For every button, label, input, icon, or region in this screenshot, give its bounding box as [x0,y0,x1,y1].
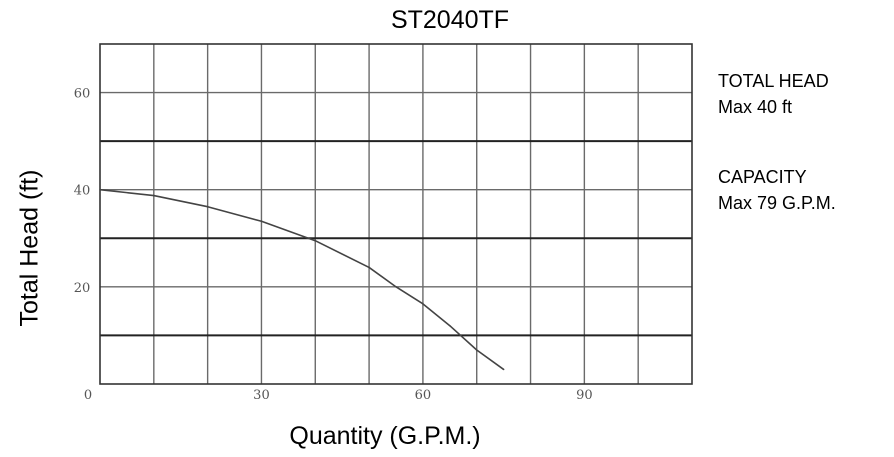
y-tick-label: 20 [74,281,91,296]
plot-frame [99,43,693,385]
capacity-value: Max 79 G.P.M. [718,193,836,213]
x-tick-label: 0 [84,388,92,403]
x-axis-label: Quantity (G.P.M.) [289,422,481,450]
x-tick-label: 30 [253,388,270,403]
data-point [422,303,424,305]
data-point [99,188,101,191]
data-point [314,239,317,242]
y-tick-label: 60 [74,87,91,102]
y-axis-label: Total Head (ft) [15,169,44,327]
total-head-label: TOTAL HEAD [718,71,829,91]
x-tick-label: 60 [415,388,432,403]
data-point [449,324,451,327]
total-head-value: Max 40 ft [718,97,793,117]
total-head-annotation: TOTAL HEAD Max 40 ft [718,68,829,120]
capacity-annotation: CAPACITY Max 79 G.P.M. [718,164,836,216]
data-point [395,286,397,288]
capacity-label: CAPACITY [718,167,807,187]
plot-background [100,44,692,384]
data-point [368,266,370,269]
chart-title: ST2040TF [390,6,510,34]
y-tick-label: 40 [74,184,91,199]
data-point [502,368,505,371]
data-point [475,349,478,351]
data-point [153,194,155,197]
x-tick-label: 90 [576,388,593,403]
data-point [206,205,209,208]
data-point [260,220,263,223]
